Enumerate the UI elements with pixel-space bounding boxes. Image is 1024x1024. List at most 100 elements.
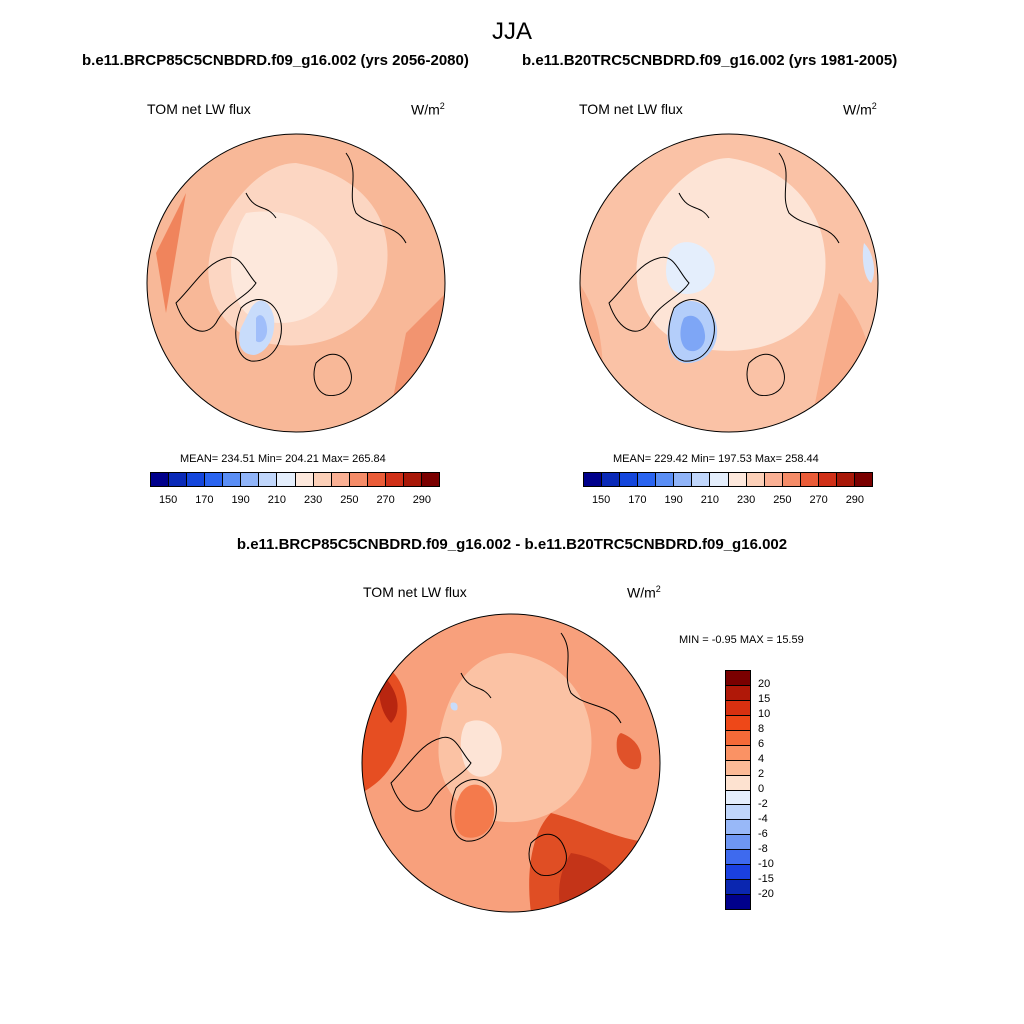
scenario-colorbar-tick-label: 250 (340, 494, 359, 506)
control-colorbar (583, 472, 873, 487)
control-colorbar-swatch-2 (620, 473, 639, 486)
difference-colorbar-swatch-0 (726, 671, 750, 686)
control-colorbar-swatch-10 (764, 473, 783, 486)
difference-colorbar-swatch-8 (726, 790, 750, 806)
control-field-greenland-core (680, 315, 706, 352)
scenario-field-greenland-core (256, 315, 268, 343)
difference-colorbar-swatch-3 (726, 715, 750, 731)
control-colorbar-tick-label: 290 (845, 494, 865, 506)
control-polar-map (579, 133, 879, 433)
scenario-colorbar-swatch-0 (151, 473, 170, 486)
scenario-coastlines (175, 152, 407, 397)
control-colorbar-swatch-1 (602, 473, 621, 486)
scenario-colorbar-swatch-4 (223, 473, 242, 486)
difference-colorbar (725, 670, 751, 910)
difference-colorbar-swatch-5 (726, 745, 750, 761)
control-colorbar-swatch-13 (818, 473, 837, 486)
difference-colorbar-tick-label: 4 (758, 753, 765, 765)
control-units-label: W/m2 (843, 101, 877, 118)
difference-colorbar-swatch-12 (726, 850, 750, 866)
control-colorbar-swatch-5 (674, 473, 693, 486)
control-colorbar-swatch-3 (638, 473, 657, 486)
difference-colorbar-tick-label: 20 (758, 678, 771, 690)
scenario-field-arctic (231, 211, 338, 323)
difference-colorbar-tick-label: 0 (758, 783, 765, 795)
difference-colorbar-tick-label: 10 (758, 708, 771, 720)
difference-colorbar-tick-label: -10 (758, 858, 774, 870)
difference-colorbar-tick-label: 8 (758, 723, 765, 735)
difference-field-hotspot-east (616, 733, 642, 770)
difference-map-boundary (361, 613, 661, 913)
scenario-colorbar-swatch-5 (241, 473, 260, 486)
control-colorbar-swatch-7 (710, 473, 729, 486)
scenario-colorbar-tick-label: 210 (267, 494, 287, 506)
difference-field-negative-spot (450, 702, 458, 711)
difference-colorbar-tick-label: 15 (758, 693, 771, 705)
difference-colorbar-swatch-14 (726, 880, 750, 896)
control-colorbar-swatch-0 (584, 473, 603, 486)
control-colorbar-tick-label: 230 (736, 494, 756, 506)
scenario-stats: MEAN= 234.51 Min= 204.21 Max= 265.84 (180, 453, 386, 465)
control-colorbar-tick-label: 190 (664, 494, 683, 506)
scenario-colorbar (150, 472, 440, 487)
control-stats: MEAN= 229.42 Min= 197.53 Max= 258.44 (613, 453, 819, 465)
difference-colorbar-swatch-4 (726, 730, 750, 746)
control-run-title: b.e11.B20TRC5CNBDRD.f09_g16.002 (yrs 198… (522, 52, 898, 69)
scenario-colorbar-swatch-7 (277, 473, 296, 486)
difference-colorbar-swatch-6 (726, 760, 750, 776)
scenario-colorbar-tick-label: 170 (195, 494, 214, 506)
difference-stats: MIN = -0.95 MAX = 15.59 (679, 634, 804, 646)
difference-run-title: b.e11.BRCP85C5CNBDRD.f09_g16.002 - b.e11… (236, 536, 788, 553)
difference-colorbar-tick-label: 2 (758, 768, 765, 780)
control-colorbar-swatch-11 (782, 473, 801, 486)
control-colorbar-swatch-14 (836, 473, 855, 486)
scenario-colorbar-swatch-9 (313, 473, 332, 486)
control-colorbar-swatch-12 (800, 473, 819, 486)
scenario-colorbar-swatch-1 (169, 473, 188, 486)
control-variable-label: TOM net LW flux (579, 101, 683, 117)
difference-colorbar-swatch-15 (726, 895, 750, 909)
control-colorbar-swatch-8 (728, 473, 747, 486)
difference-colorbar-tick-label: 6 (758, 738, 765, 750)
scenario-run-title: b.e11.BRCP85C5CNBDRD.f09_g16.002 (yrs 20… (82, 52, 469, 69)
figure-title: JJA (491, 18, 532, 45)
scenario-colorbar-tick-label: 290 (412, 494, 432, 506)
difference-colorbar-swatch-7 (726, 775, 750, 791)
scenario-colorbar-tick-label: 230 (303, 494, 323, 506)
difference-colorbar-tick-label: -15 (758, 873, 774, 885)
scenario-colorbar-swatch-6 (259, 473, 278, 486)
scenario-units-label: W/m2 (411, 101, 445, 118)
difference-colorbar-swatch-11 (726, 835, 750, 851)
scenario-colorbar-swatch-10 (331, 473, 350, 486)
scenario-colorbar-swatch-13 (385, 473, 404, 486)
control-colorbar-swatch-9 (746, 473, 765, 486)
scenario-colorbar-tick-label: 190 (231, 494, 250, 506)
control-colorbar-tick-label: 150 (591, 494, 611, 506)
control-colorbar-swatch-6 (692, 473, 711, 486)
scenario-colorbar-swatch-3 (205, 473, 224, 486)
difference-colorbar-tick-label: -2 (758, 798, 768, 810)
difference-colorbar-tick-label: -20 (758, 888, 774, 900)
difference-units-label: W/m2 (627, 584, 661, 601)
control-colorbar-swatch-4 (656, 473, 675, 486)
difference-field-greenland (454, 784, 495, 838)
scenario-polar-map (146, 133, 446, 433)
control-colorbar-tick-label: 250 (773, 494, 792, 506)
scenario-colorbar-ticks: 150 170 190 210 230 250 270 290 (150, 494, 440, 508)
difference-colorbar-tick-label: -6 (758, 828, 768, 840)
control-colorbar-tick-label: 170 (628, 494, 647, 506)
scenario-colorbar-swatch-8 (295, 473, 314, 486)
scenario-map-boundary (146, 133, 446, 433)
control-coastlines (608, 152, 840, 397)
scenario-colorbar-tick-label: 150 (158, 494, 178, 506)
difference-colorbar-ticks: 20 15 10 8 6 4 2 0 -2 -4 -6 -8 -10 -15 -20 (758, 670, 798, 910)
difference-polar-map (361, 613, 661, 913)
difference-coastlines (390, 632, 622, 877)
scenario-colorbar-swatch-2 (187, 473, 206, 486)
control-map-boundary (579, 133, 879, 433)
difference-colorbar-swatch-1 (726, 685, 750, 701)
difference-colorbar-tick-label: -8 (758, 843, 768, 855)
scenario-field-warm-west (147, 134, 206, 313)
scenario-colorbar-tick-label: 270 (376, 494, 395, 506)
scenario-colorbar-swatch-11 (349, 473, 368, 486)
